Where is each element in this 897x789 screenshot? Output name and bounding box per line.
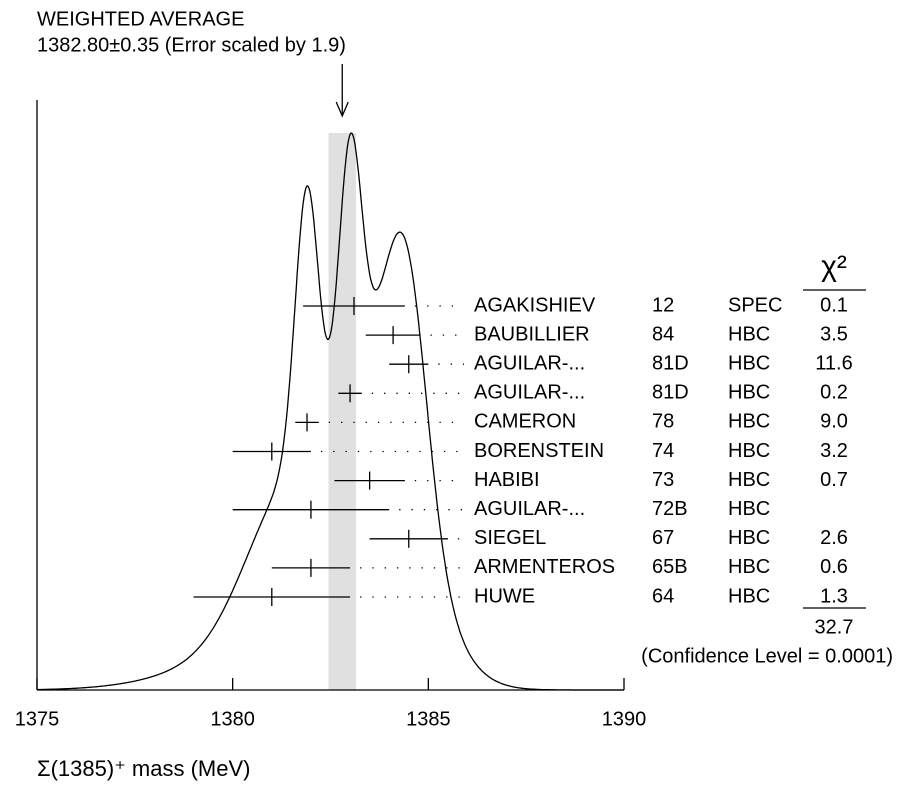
measurement-ref: 84 <box>652 323 674 345</box>
measurement-ref: 67 <box>652 527 674 549</box>
measurement-tech: HBC <box>728 527 770 549</box>
measurement-tech: HBC <box>728 469 770 491</box>
measurement-name: CAMERON <box>474 411 576 433</box>
measurement-chi2: 0.1 <box>820 294 848 316</box>
measurement-chi2: 1.3 <box>820 585 848 607</box>
measurement-tech: HBC <box>728 556 770 578</box>
arrow-head <box>335 101 349 118</box>
x-axis-label: Σ(1385)⁺ mass (MeV) <box>37 756 250 781</box>
measurement-chi2: 0.2 <box>820 382 848 404</box>
chi2-header: χ² <box>821 250 847 283</box>
measurement-tech: SPEC <box>728 294 782 316</box>
confidence-level: (Confidence Level = 0.0001) <box>641 645 893 667</box>
measurement-ref: 65B <box>652 556 688 578</box>
measurement-chi2: 3.2 <box>820 440 848 462</box>
chi2-total: 32.7 <box>815 616 854 638</box>
measurement-ref: 64 <box>652 585 674 607</box>
measurement-chi2: 0.6 <box>820 556 848 578</box>
x-tick-label: 1390 <box>602 708 647 730</box>
measurement-chi2: 0.7 <box>820 469 848 491</box>
measurement-ref: 81D <box>652 382 689 404</box>
measurement-ref: 81D <box>652 352 689 374</box>
x-tick-label: 1375 <box>15 708 60 730</box>
measurement-tech: HBC <box>728 440 770 462</box>
measurement-ref: 74 <box>652 440 674 462</box>
measurement-tech: HBC <box>728 352 770 374</box>
measurement-tech: HBC <box>728 411 770 433</box>
measurement-name: AGAKISHIEV <box>474 294 596 316</box>
measurement-tech: HBC <box>728 382 770 404</box>
x-tick-label: 1385 <box>406 708 451 730</box>
measurement-tech: HBC <box>728 323 770 345</box>
measurement-tech: HBC <box>728 498 770 520</box>
measurement-name: HABIBI <box>474 469 540 491</box>
x-tick-label: 1380 <box>210 708 255 730</box>
measurement-name: HUWE <box>474 585 535 607</box>
measurement-chi2: 9.0 <box>820 411 848 433</box>
measurement-ref: 78 <box>652 411 674 433</box>
measurement-name: AGUILAR-... <box>474 352 585 374</box>
measurement-chi2: 3.5 <box>820 323 848 345</box>
measurement-chi2: 11.6 <box>815 352 852 374</box>
measurement-name: ARMENTEROS <box>474 556 615 578</box>
chart-subtitle: 1382.80±0.35 (Error scaled by 1.9) <box>37 34 346 56</box>
average-band <box>328 133 356 690</box>
measurement-name: SIEGEL <box>474 527 546 549</box>
chart-title: WEIGHTED AVERAGE <box>37 8 244 30</box>
measurement-name: AGUILAR-... <box>474 382 585 404</box>
measurement-ref: 72B <box>652 498 688 520</box>
measurement-name: BORENSTEIN <box>474 440 604 462</box>
measurement-name: BAUBILLIER <box>474 323 590 345</box>
measurement-tech: HBC <box>728 585 770 607</box>
measurement-ref: 12 <box>652 294 674 316</box>
measurement-name: AGUILAR-... <box>474 498 585 520</box>
measurement-ref: 73 <box>652 469 674 491</box>
measurement-chi2: 2.6 <box>820 527 848 549</box>
ideogram-curve <box>36 132 624 691</box>
